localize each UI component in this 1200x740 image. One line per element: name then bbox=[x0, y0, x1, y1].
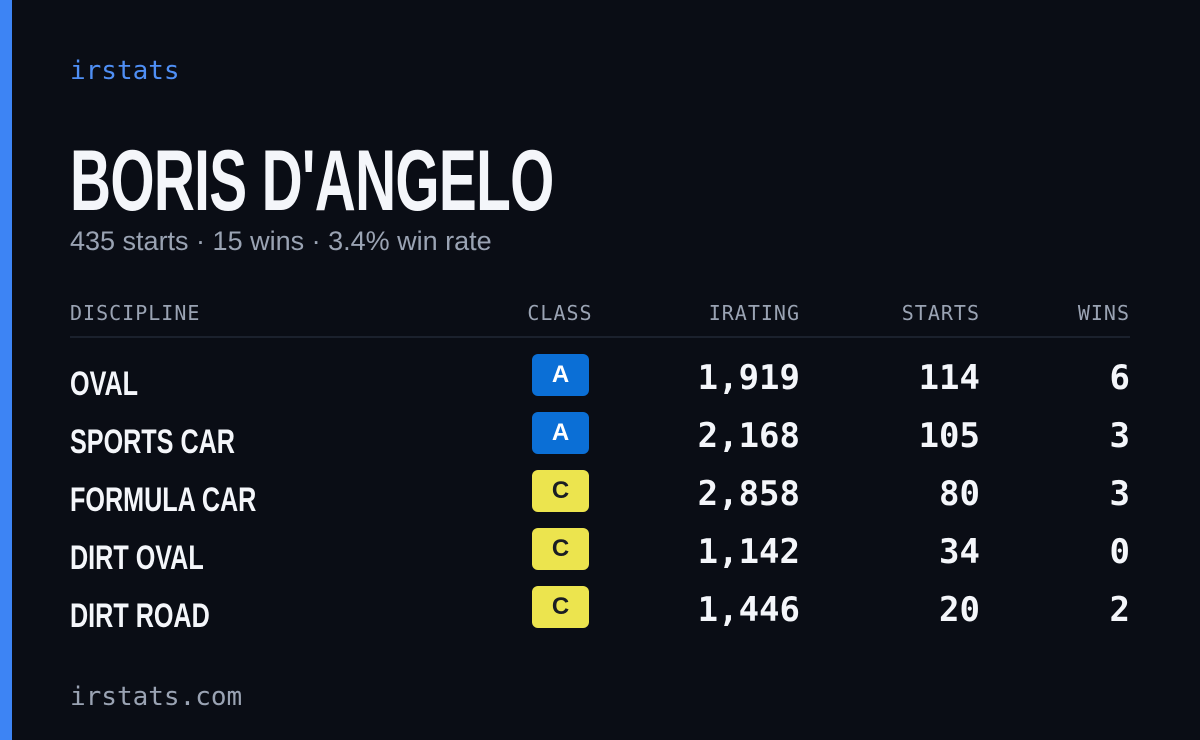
class-badge: A bbox=[532, 354, 589, 396]
discipline: FORMULA CAR bbox=[70, 481, 257, 519]
column-header: CLASS bbox=[527, 301, 593, 325]
class-badge: C bbox=[532, 528, 589, 570]
discipline: SPORTS CAR bbox=[70, 423, 235, 461]
wins-value: 2 bbox=[1109, 590, 1130, 630]
discipline: DIRT ROAD bbox=[70, 597, 210, 635]
class-badge: C bbox=[532, 586, 589, 628]
starts-value: 20 bbox=[939, 590, 980, 630]
header-rule bbox=[70, 336, 1130, 338]
column-header: STARTS bbox=[901, 301, 980, 325]
brand: irstats bbox=[70, 56, 180, 86]
starts-value: 34 bbox=[939, 532, 980, 572]
starts-value: 114 bbox=[918, 358, 980, 398]
column-header: WINS bbox=[1077, 301, 1130, 325]
starts-value: 80 bbox=[939, 474, 980, 514]
irating-value: 2,858 bbox=[697, 474, 800, 514]
accent-bar bbox=[0, 0, 12, 740]
irating-value: 1,142 bbox=[697, 532, 800, 572]
irating-value: 1,446 bbox=[697, 590, 800, 630]
irating-value: 2,168 bbox=[697, 416, 800, 456]
column-header: IRATING bbox=[708, 301, 800, 325]
irating-value: 1,919 bbox=[697, 358, 800, 398]
wins-value: 0 bbox=[1109, 532, 1130, 572]
driver-summary: 435 starts · 15 wins · 3.4% win rate bbox=[70, 226, 492, 256]
class-badge: A bbox=[532, 412, 589, 454]
wins-value: 3 bbox=[1109, 416, 1130, 456]
class-badge: C bbox=[532, 470, 589, 512]
column-header: DISCIPLINE bbox=[70, 301, 201, 325]
starts-value: 105 bbox=[918, 416, 980, 456]
discipline: DIRT OVAL bbox=[70, 539, 204, 577]
wins-value: 3 bbox=[1109, 474, 1130, 514]
wins-value: 6 bbox=[1109, 358, 1130, 398]
driver-name: BORIS D'ANGELO bbox=[70, 133, 554, 229]
footer-url: irstats.com bbox=[70, 682, 243, 712]
discipline: OVAL bbox=[70, 365, 139, 403]
